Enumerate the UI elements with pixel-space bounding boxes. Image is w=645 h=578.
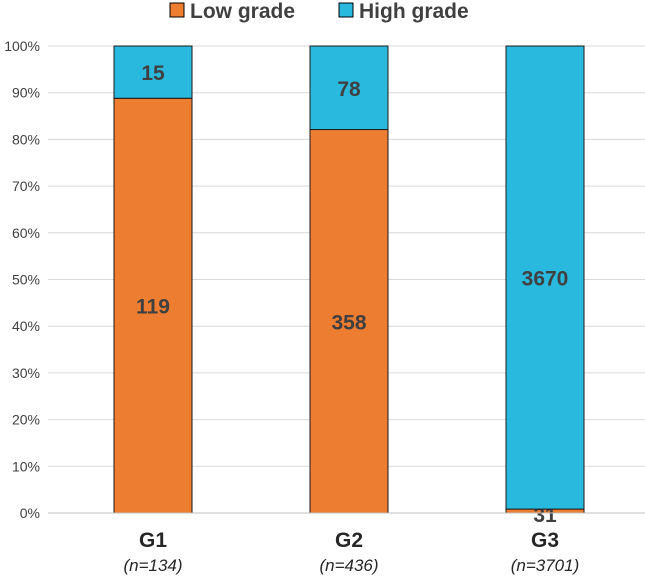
bar-segment-high-grade — [113, 45, 193, 99]
data-label-high-grade: 15 — [141, 62, 165, 85]
legend-swatch-high-grade — [338, 2, 354, 18]
y-axis: 0% 10% 20% 30% 40% 50% 60% 70% 80% 90% 100% — [4, 38, 40, 521]
x-tick-label: G3 — [531, 529, 559, 552]
legend-swatch-low-grade — [169, 2, 185, 18]
data-label-low-grade: 119 — [136, 296, 170, 319]
bar-group-g1: 119 15 — [113, 45, 193, 514]
legend-label-low-grade: Low grade — [190, 0, 295, 23]
bar-segment-high-grade — [309, 45, 389, 131]
x-tick-sublabel: (n=134) — [123, 556, 182, 575]
y-tick-label: 100% — [4, 38, 40, 54]
legend: Low grade High grade — [169, 0, 469, 23]
bar-group-g3: 31 3670 — [505, 45, 585, 527]
data-label-low-grade: 358 — [331, 311, 366, 334]
data-label-low-grade: 31 — [533, 504, 557, 527]
y-tick-label: 40% — [12, 318, 40, 334]
y-tick-label: 10% — [12, 458, 40, 474]
x-axis-labels: G1 (n=134) G2 (n=436) G3 (n=3701) — [123, 529, 579, 575]
legend-label-high-grade: High grade — [359, 0, 469, 23]
y-tick-label: 60% — [12, 225, 40, 241]
y-tick-label: 30% — [12, 365, 40, 381]
data-label-high-grade: 78 — [337, 78, 361, 101]
y-tick-label: 0% — [20, 505, 40, 521]
x-tick-sublabel: (n=3701) — [511, 556, 580, 575]
data-label-high-grade: 3670 — [522, 268, 569, 291]
bar-segment-high-grade — [505, 45, 585, 510]
legend-item-low-grade: Low grade — [169, 0, 295, 23]
y-tick-label: 90% — [12, 85, 40, 101]
x-tick-label: G2 — [335, 529, 363, 552]
bars: 119 15 358 78 31 3670 — [113, 45, 585, 527]
bar-group-g2: 358 78 — [309, 45, 389, 514]
x-tick-label: G1 — [139, 529, 167, 552]
y-tick-label: 70% — [12, 178, 40, 194]
legend-item-high-grade: High grade — [338, 0, 469, 23]
y-tick-label: 80% — [12, 131, 40, 147]
y-tick-label: 50% — [12, 272, 40, 288]
y-tick-label: 20% — [12, 412, 40, 428]
x-tick-sublabel: (n=436) — [319, 556, 378, 575]
